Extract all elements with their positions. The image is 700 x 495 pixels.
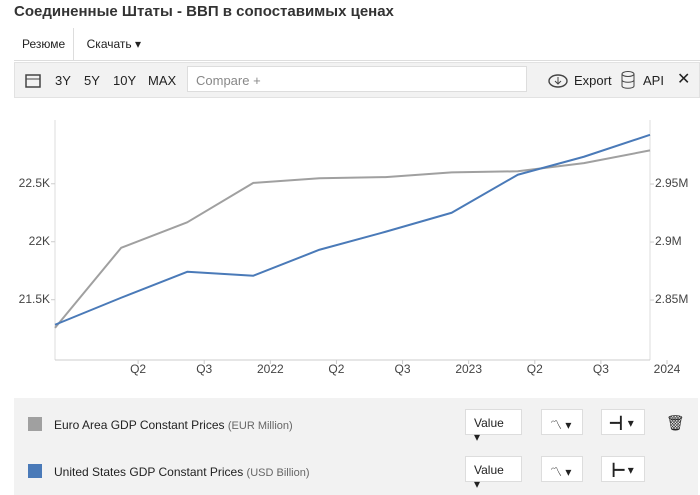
legend-label: Euro Area GDP Constant Prices — [54, 418, 225, 432]
tab[interactable]: Резюме — [14, 28, 75, 60]
x-tick-label: Q2 — [527, 362, 543, 376]
dropdown-label[interactable]: Value — [474, 416, 504, 430]
compare-input[interactable]: Compare + — [187, 66, 527, 92]
x-tick-label: 2023 — [455, 362, 482, 376]
axis-dropdown[interactable]: ━┫ ▾ — [601, 409, 645, 435]
page-title: Соединенные Штаты - ВВП в сопоставимых ц… — [14, 3, 394, 20]
x-tick-label: Q3 — [395, 362, 411, 376]
tabs: Резюме Скачать ▾ — [14, 28, 700, 61]
y-tick-label: 22K — [29, 234, 50, 248]
legend-row: Euro Area GDP Constant Prices (EUR Milli… — [14, 403, 698, 444]
chart-type-dropdown[interactable]: 〽 ▾ — [541, 409, 583, 435]
legend-swatch — [28, 464, 42, 478]
legend-entry: United States GDP Constant Prices (USD B… — [54, 465, 310, 479]
x-tick-label: Q2 — [328, 362, 344, 376]
y-tick-label: 22.5K — [19, 176, 50, 190]
dropdown-label[interactable]: Value — [474, 463, 504, 477]
legend-unit: (USD Billion) — [246, 467, 310, 479]
calendar-icon[interactable] — [25, 72, 41, 88]
range-button[interactable]: 5Y — [84, 73, 100, 88]
legend-swatch — [28, 417, 42, 431]
series-line — [54, 149, 651, 329]
api-icon[interactable] — [621, 71, 635, 89]
tab-label[interactable]: Скачать — [86, 37, 132, 51]
close-button[interactable]: ✕ — [677, 71, 691, 88]
chart: 21.5K 22K 22.5K 2.85M 2.9M 2.95M Q2 Q3 2022 Q2 Q3 2… — [19, 120, 688, 376]
x-tick-label: 2024 — [654, 362, 681, 376]
x-tick-label: 2022 — [257, 362, 284, 376]
series-line — [54, 133, 651, 326]
y2-tick-label: 2.9M — [655, 234, 682, 248]
export-icon[interactable] — [548, 72, 568, 88]
y-tick-label: 21.5K — [19, 292, 50, 306]
x-tick-label: Q2 — [130, 362, 146, 376]
x-tick-label: Q3 — [593, 362, 609, 376]
chart-type-dropdown[interactable]: 〽 ▾ — [541, 456, 583, 482]
range-button[interactable]: MAX — [148, 73, 177, 88]
legend: Euro Area GDP Constant Prices (EUR Milli… — [14, 398, 698, 495]
value-dropdown[interactable]: Value ▾ — [465, 456, 522, 491]
value-dropdown[interactable]: Value ▾ — [465, 409, 522, 444]
export-button[interactable]: Export — [574, 73, 612, 88]
legend-entry: Euro Area GDP Constant Prices (EUR Milli… — [54, 418, 293, 432]
range-button[interactable]: 10Y — [113, 73, 137, 88]
legend-unit: (EUR Million) — [227, 420, 293, 432]
legend-label: United States GDP Constant Prices — [54, 465, 244, 479]
x-tick-label: Q3 — [196, 362, 212, 376]
api-button[interactable]: API — [643, 73, 664, 88]
range-button[interactable]: 3Y — [55, 73, 71, 88]
y2-tick-label: 2.95M — [655, 176, 688, 190]
toolbar: 3Y 5Y 10Y MAX Compare + Export API ✕ — [14, 62, 700, 98]
delete-button[interactable]: 🗑 — [666, 415, 686, 432]
tab[interactable]: Скачать ▾ — [86, 37, 141, 51]
axis-dropdown[interactable]: ┣━ ▾ — [601, 456, 645, 482]
y2-tick-label: 2.85M — [655, 292, 688, 306]
legend-row: United States GDP Constant Prices (USD B… — [14, 450, 698, 491]
